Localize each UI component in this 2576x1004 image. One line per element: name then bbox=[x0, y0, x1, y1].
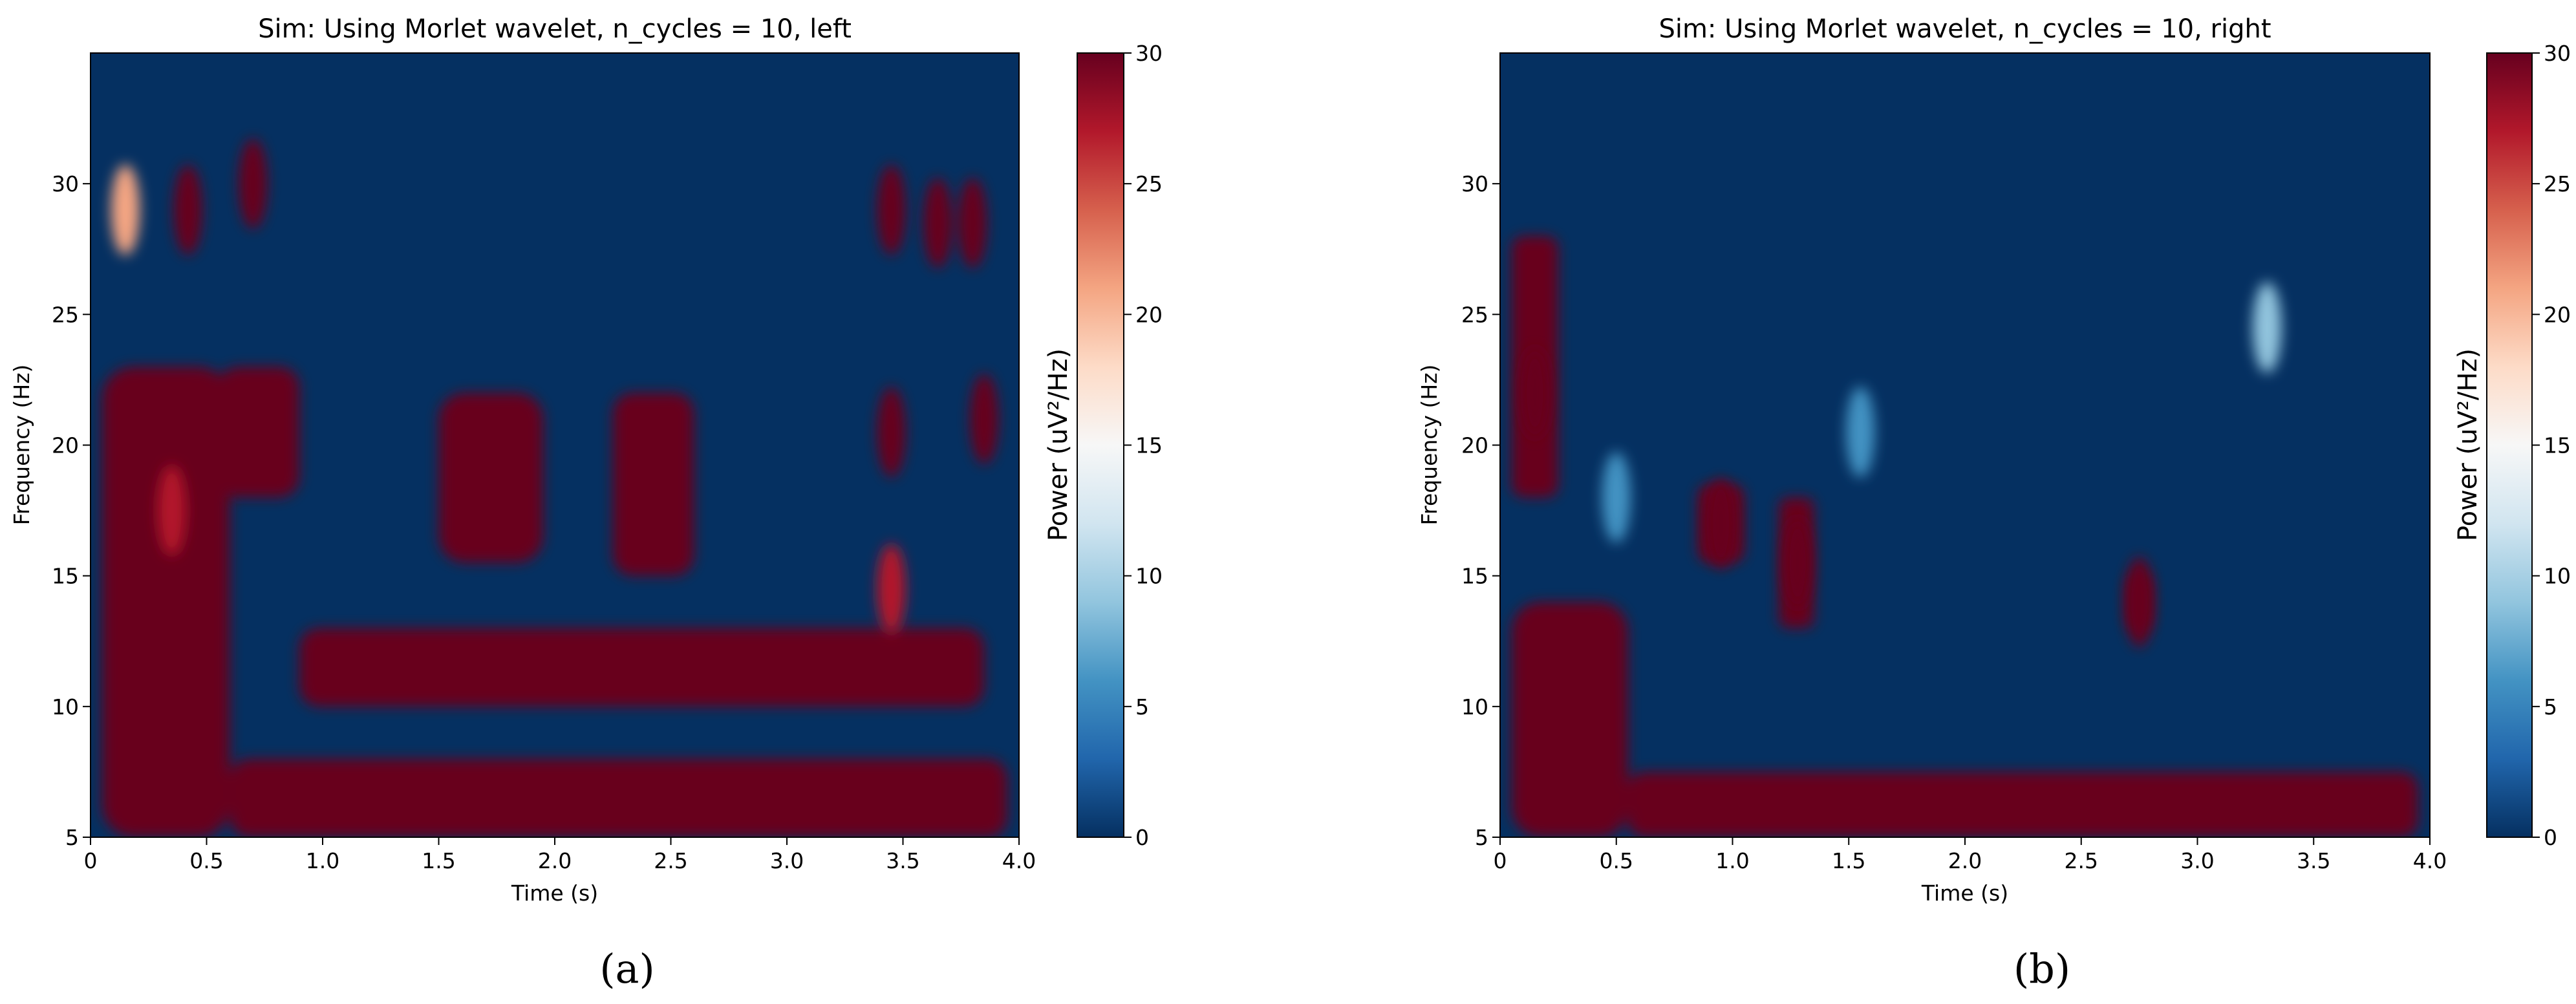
plot-area-right bbox=[1500, 53, 2430, 837]
x-tick-label: 3.0 bbox=[770, 848, 804, 873]
x-tick-label: 0 bbox=[84, 848, 98, 873]
heatmap-peak bbox=[1602, 452, 1631, 543]
x-tick-label: 3.5 bbox=[886, 848, 919, 873]
y-axis-ticks-left: 5 10 15 20 25 30 bbox=[52, 171, 91, 850]
x-tick-label: 2.5 bbox=[654, 848, 687, 873]
x-tick-label: 4.0 bbox=[1002, 848, 1036, 873]
colorbar-tick-label: 0 bbox=[1135, 825, 1149, 850]
y-tick-label: 20 bbox=[52, 433, 79, 458]
colorbar-label-right: Power (uV²/Hz) bbox=[2453, 348, 2483, 541]
x-axis-label-right: Time (s) bbox=[1921, 881, 2008, 906]
heatmap-peak bbox=[877, 164, 906, 255]
heatmap-peak bbox=[1520, 347, 1549, 438]
y-tick-label: 25 bbox=[52, 302, 79, 327]
colorbar-tick-label: 30 bbox=[1135, 41, 1163, 66]
colorbar-tick-label: 15 bbox=[2544, 433, 2571, 458]
x-tick-label: 0.5 bbox=[1600, 848, 1633, 873]
colorbar-ticks-right: 0 5 10 15 20 25 30 bbox=[2532, 41, 2571, 850]
y-tick-label: 30 bbox=[52, 171, 79, 197]
x-tick-label: 3.5 bbox=[2297, 848, 2330, 873]
heatmap-region bbox=[102, 367, 230, 837]
heatmap-region bbox=[612, 392, 694, 576]
x-tick-label: 1.5 bbox=[1832, 848, 1865, 873]
x-tick-label: 1.0 bbox=[306, 848, 339, 873]
colorbar-tick-label: 5 bbox=[1135, 694, 1149, 720]
x-tick-label: 1.0 bbox=[1715, 848, 1749, 873]
heatmap-peaks-right bbox=[1520, 282, 2282, 648]
heatmap-peak bbox=[877, 543, 906, 634]
panel-right: Sim: Using Morlet wavelet, n_cycles = 10… bbox=[1417, 14, 2571, 992]
y-tick-label: 5 bbox=[1475, 825, 1488, 850]
colorbar-label-left: Power (uV²/Hz) bbox=[1044, 348, 1073, 541]
y-axis-label-right: Frequency (Hz) bbox=[1417, 365, 1442, 526]
colorbar-tick-label: 0 bbox=[2544, 825, 2557, 850]
x-tick-label: 3.0 bbox=[2180, 848, 2214, 873]
heatmap-region bbox=[1627, 771, 2419, 837]
x-tick-label: 0 bbox=[1494, 848, 1507, 873]
y-tick-label: 15 bbox=[1461, 564, 1488, 589]
caption-b: (b) bbox=[2013, 945, 2070, 992]
heatmap-peak bbox=[1706, 478, 1735, 569]
heatmap-region bbox=[299, 628, 985, 707]
heatmap-peak bbox=[970, 374, 999, 465]
colorbar-right bbox=[2486, 52, 2533, 838]
y-axis-ticks-right: 5 10 15 20 25 30 bbox=[1461, 171, 1500, 850]
y-tick-label: 10 bbox=[52, 694, 79, 720]
heatmap-peak bbox=[2253, 282, 2282, 373]
x-tick-label: 1.5 bbox=[422, 848, 455, 873]
x-tick-label: 0.5 bbox=[189, 848, 223, 873]
panel-left: Sim: Using Morlet wavelet, n_cycles = 10… bbox=[9, 14, 1163, 992]
colorbar-tick-label: 20 bbox=[2544, 302, 2571, 327]
heatmap-region bbox=[218, 367, 300, 498]
colorbar-tick-label: 15 bbox=[1135, 433, 1163, 458]
heatmap-peak bbox=[173, 164, 202, 255]
chart-title-right: Sim: Using Morlet wavelet, n_cycles = 10… bbox=[1658, 14, 2271, 44]
heatmap-peak bbox=[1846, 387, 1875, 478]
heatmap-peak bbox=[877, 387, 906, 478]
heatmap-regions-right bbox=[1511, 236, 2419, 837]
heatmap-regions-left bbox=[102, 367, 1008, 837]
colorbar-tick-label: 25 bbox=[2544, 171, 2571, 197]
chart-title-left: Sim: Using Morlet wavelet, n_cycles = 10… bbox=[258, 14, 852, 44]
colorbar-tick-label: 5 bbox=[2544, 694, 2557, 720]
x-axis-label-left: Time (s) bbox=[511, 881, 598, 906]
x-tick-label: 4.0 bbox=[2413, 848, 2447, 873]
colorbar-tick-label: 10 bbox=[1135, 564, 1163, 589]
x-axis-ticks-left: 0 0.5 1.0 1.5 2.0 2.5 3.0 3.5 4.0 bbox=[84, 837, 1036, 873]
heatmap-region bbox=[1511, 602, 1628, 837]
colorbar-tick-label: 30 bbox=[2544, 41, 2571, 66]
x-tick-label: 2.0 bbox=[538, 848, 572, 873]
x-tick-label: 2.0 bbox=[1948, 848, 1982, 873]
heatmap-peak bbox=[111, 164, 140, 255]
colorbar-left bbox=[1077, 52, 1124, 838]
colorbar-tick-label: 20 bbox=[1135, 302, 1163, 327]
y-tick-label: 25 bbox=[1461, 302, 1488, 327]
x-tick-label: 2.5 bbox=[2065, 848, 2098, 873]
y-tick-label: 15 bbox=[52, 564, 79, 589]
heatmap-peak bbox=[2125, 557, 2154, 648]
heatmap-peak bbox=[958, 177, 987, 268]
y-axis-label-left: Frequency (Hz) bbox=[9, 365, 34, 526]
caption-a: (a) bbox=[599, 945, 654, 992]
heatmap-peak bbox=[923, 177, 952, 268]
colorbar-ticks-left: 0 5 10 15 20 25 30 bbox=[1124, 41, 1163, 850]
heatmap-peak bbox=[157, 465, 186, 556]
colorbar-tick-label: 25 bbox=[1135, 171, 1163, 197]
heatmap-peak bbox=[1783, 517, 1812, 608]
heatmap-peak bbox=[239, 138, 268, 230]
heatmap-background-right bbox=[1500, 53, 2430, 837]
y-tick-label: 5 bbox=[65, 825, 79, 850]
heatmap-region bbox=[438, 392, 544, 563]
plot-area-left bbox=[91, 53, 1019, 837]
colorbar-tick-label: 10 bbox=[2544, 564, 2571, 589]
x-axis-ticks-right: 0 0.5 1.0 1.5 2.0 2.5 3.0 3.5 4.0 bbox=[1494, 837, 2447, 873]
y-tick-label: 20 bbox=[1461, 433, 1488, 458]
y-tick-label: 10 bbox=[1461, 694, 1488, 720]
y-tick-label: 30 bbox=[1461, 171, 1488, 197]
heatmap-peaks-left bbox=[111, 138, 999, 634]
heatmap-region bbox=[230, 758, 1008, 837]
